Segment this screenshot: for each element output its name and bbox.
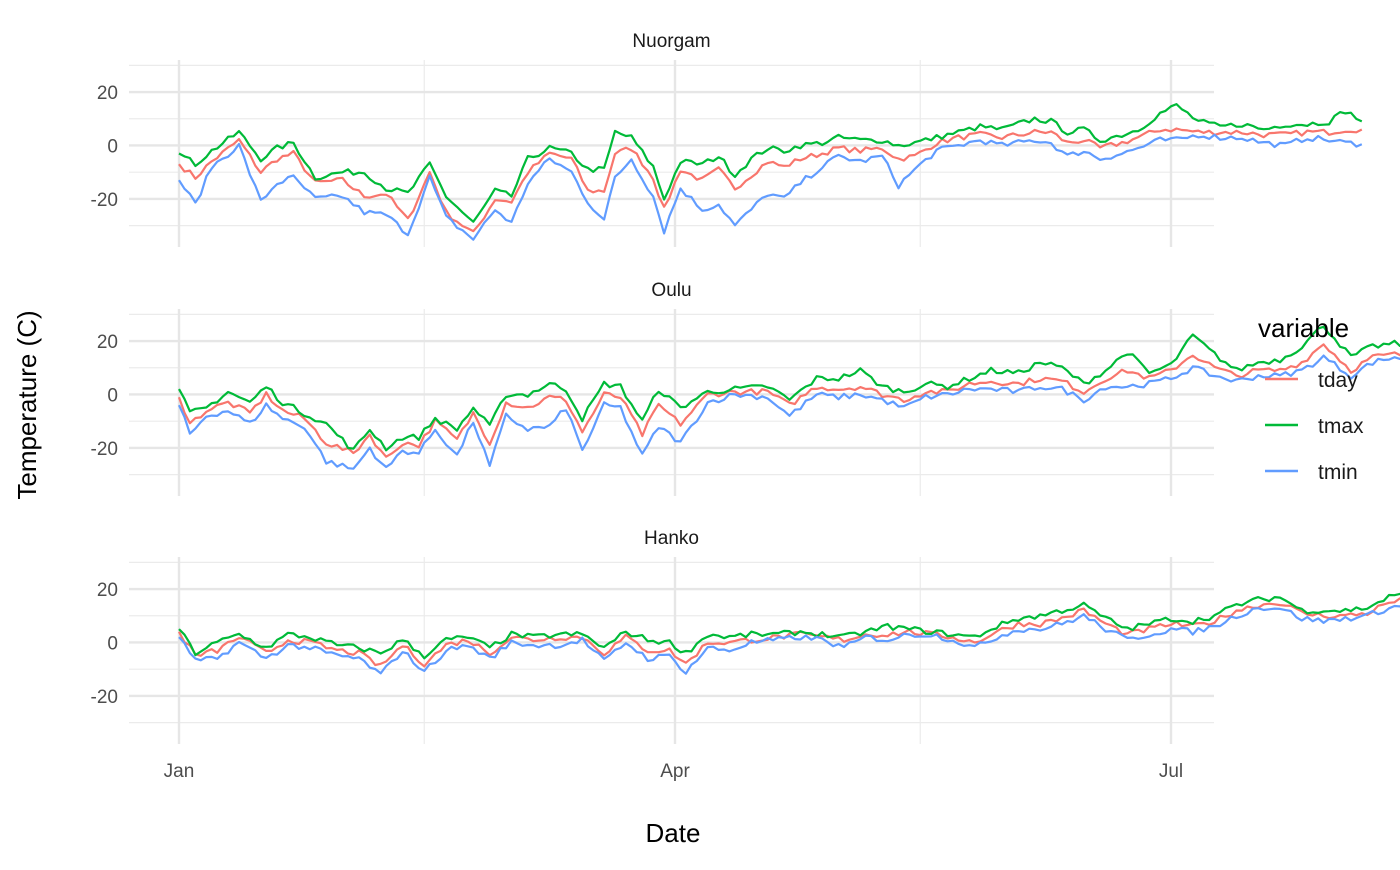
series-line-tmin-nuorgam [178,133,1363,241]
legend-title: variable [1258,313,1349,343]
series-line-tmin-hanko [178,604,1400,675]
y-tick-label: 20 [97,580,118,601]
y-tick-label: -20 [91,190,118,211]
legend-label-tmax: tmax [1318,415,1364,438]
series-line-tday-nuorgam [178,127,1363,233]
legend-item-tday: tday [1265,369,1358,392]
series-line-tmax-oulu [178,325,1400,452]
y-tick-label: -20 [91,439,118,460]
legend-item-tmin: tmin [1265,461,1358,484]
series-line-tmax-hanko [178,592,1400,660]
x-tick-label: Jul [1159,761,1183,782]
y-tick-label: 0 [107,136,118,157]
y-axis-label: Temperature (C) [12,310,42,499]
y-tick-label: 0 [107,385,118,406]
legend-label-tday: tday [1318,369,1358,392]
x-axis-label: Date [646,818,701,848]
legend-item-tmax: tmax [1265,415,1364,438]
y-tick-label: 0 [107,633,118,654]
series-line-tday-oulu [177,343,1400,458]
y-tick-label: 20 [97,83,118,104]
legend: variable tday tmax tmin [1258,313,1364,484]
x-tick-label: Jan [164,761,195,782]
legend-label-tmin: tmin [1318,461,1358,484]
series-line-tmin-oulu [178,354,1400,470]
facet-strip-title: Nuorgam [632,31,710,52]
series-line-tday-hanko [178,597,1400,668]
facet-panel-oulu: -20 0 20 Oulu [91,280,1400,496]
y-tick-label: -20 [91,687,118,708]
x-tick-label: Apr [660,761,690,782]
facet-strip-title: Oulu [651,280,691,301]
facet-panel-nuorgam: -20 0 20 Nuorgam [91,31,1363,247]
y-tick-label: 20 [97,332,118,353]
series-line-tmax-nuorgam [178,103,1363,223]
facet-panel-hanko: -20 0 20 Hanko [91,528,1400,744]
facet-strip-title: Hanko [644,528,699,549]
